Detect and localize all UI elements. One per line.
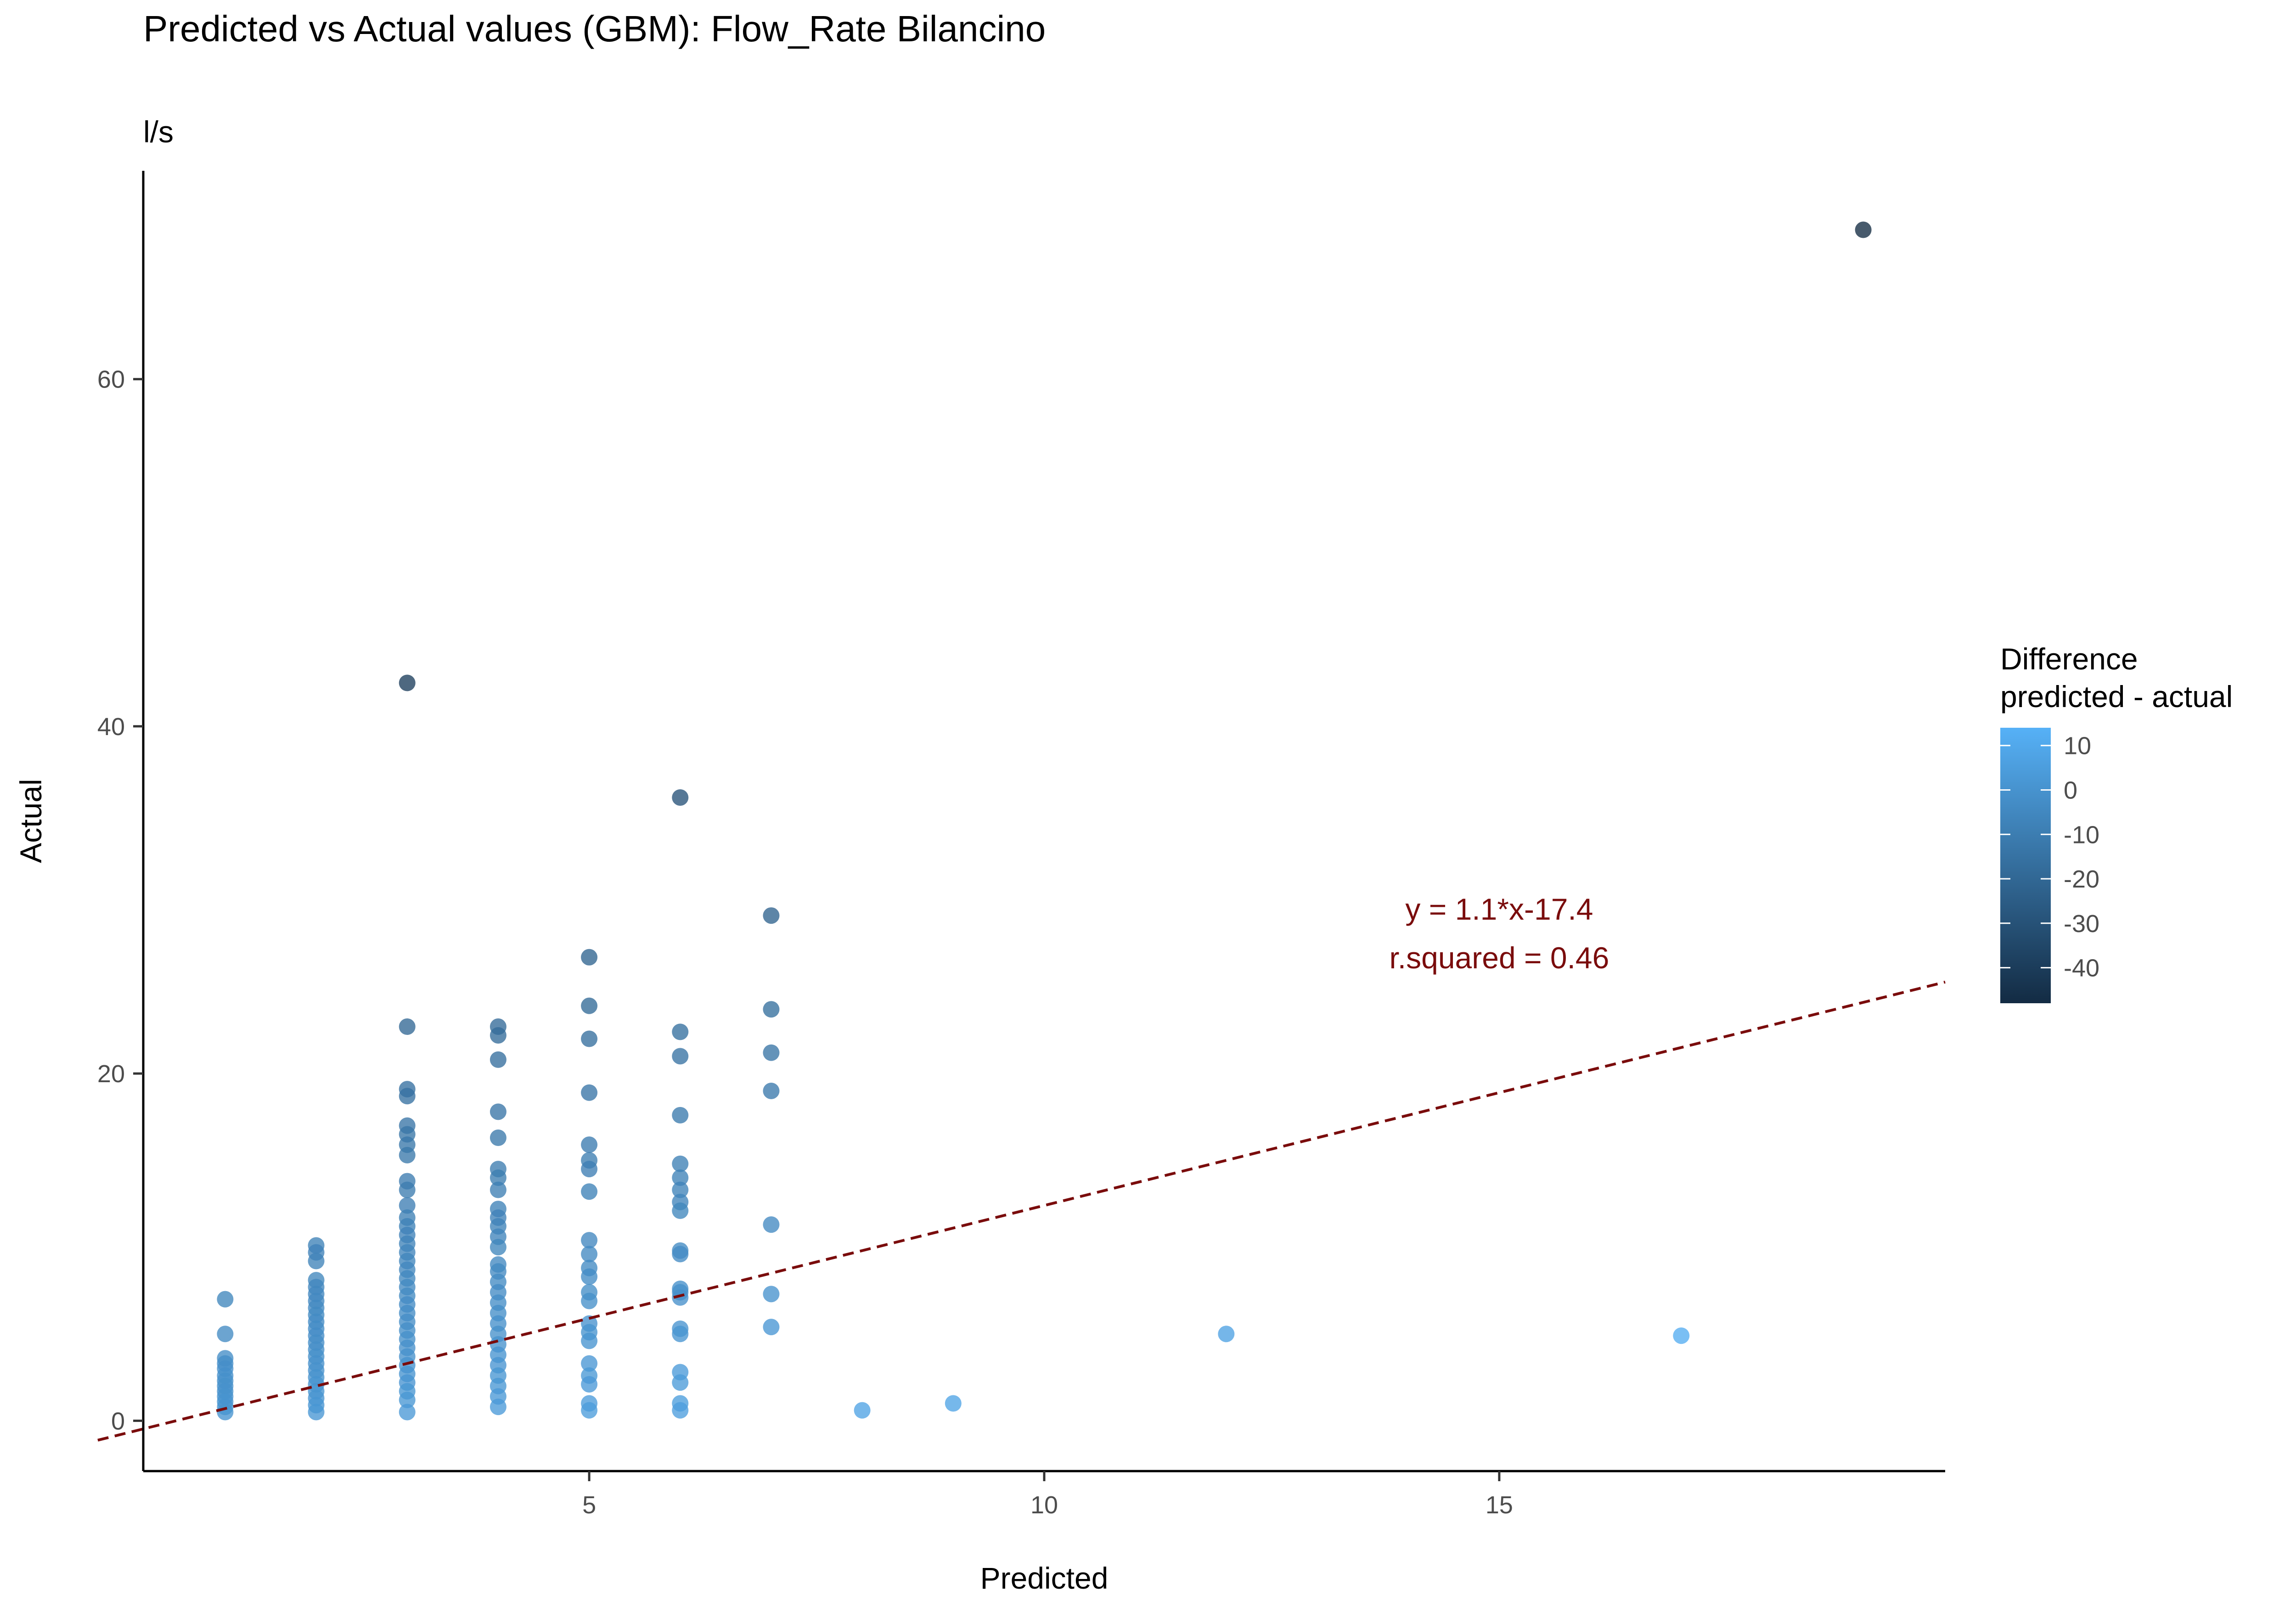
data-point <box>399 1018 416 1035</box>
data-point <box>490 1399 506 1416</box>
data-point <box>399 1146 416 1163</box>
data-point <box>945 1395 962 1412</box>
data-point <box>581 1268 598 1285</box>
x-tick-label: 10 <box>1030 1491 1058 1519</box>
data-point <box>581 1292 598 1309</box>
legend-title-line1: Difference <box>2000 642 2138 676</box>
data-point <box>490 1027 506 1044</box>
y-tick-label: 20 <box>97 1060 125 1088</box>
data-point <box>672 1246 689 1263</box>
legend-break-label: 10 <box>2064 732 2091 760</box>
data-point <box>1673 1327 1690 1344</box>
x-tick-label: 5 <box>582 1491 596 1519</box>
data-point <box>399 1404 416 1421</box>
data-point <box>581 949 598 966</box>
data-point <box>581 1332 598 1349</box>
data-point <box>217 1404 234 1421</box>
points-layer <box>217 221 1872 1421</box>
data-point <box>581 1402 598 1419</box>
data-point <box>581 1246 598 1263</box>
data-point <box>672 1107 689 1124</box>
data-point <box>763 1319 780 1336</box>
data-point <box>672 1048 689 1065</box>
data-point <box>581 997 598 1014</box>
legend-break-label: -10 <box>2064 821 2099 848</box>
data-point <box>672 1023 689 1040</box>
data-point <box>1855 221 1872 238</box>
data-point <box>399 674 416 691</box>
fit-line <box>97 980 1946 1442</box>
legend-break-label: -30 <box>2064 910 2099 938</box>
y-tick-label: 60 <box>97 366 125 393</box>
y-axis-label: Actual <box>14 779 48 863</box>
data-point <box>763 1044 780 1061</box>
legend-colorbar <box>2000 728 2051 1003</box>
data-point <box>490 1181 506 1198</box>
data-point <box>672 1169 689 1186</box>
color-legend: Difference predicted - actual 10 0 -10 -20 -… <box>2000 642 2233 1003</box>
data-point <box>672 789 689 806</box>
legend-title-line2: predicted - actual <box>2000 680 2233 714</box>
x-axis-ticks: 5 10 15 <box>582 1471 1513 1519</box>
data-point <box>763 1001 780 1018</box>
data-point <box>490 1103 506 1120</box>
data-point <box>399 1181 416 1198</box>
data-point <box>399 1088 416 1105</box>
data-point <box>672 1181 689 1198</box>
chart-title: Predicted vs Actual values (GBM): Flow_R… <box>143 8 1046 49</box>
data-point <box>581 1084 598 1101</box>
data-point <box>217 1326 234 1343</box>
data-point <box>581 1232 598 1249</box>
x-tick-label: 15 <box>1486 1491 1513 1519</box>
data-point <box>581 1355 598 1372</box>
data-point <box>763 1286 780 1303</box>
data-point <box>581 1136 598 1153</box>
y-tick-label: 40 <box>97 713 125 741</box>
data-point <box>672 1202 689 1219</box>
data-point <box>763 1082 780 1099</box>
r-squared-label: r.squared = 0.46 <box>1389 941 1609 975</box>
y-axis-ticks: 0 20 40 60 <box>97 366 143 1435</box>
y-tick-label: 0 <box>111 1407 125 1435</box>
chart-subtitle: l/s <box>143 115 174 149</box>
legend-breaks: 10 0 -10 -20 -30 -40 <box>2000 732 2099 982</box>
data-point <box>308 1253 325 1270</box>
data-point <box>672 1402 689 1419</box>
data-point <box>581 1161 598 1178</box>
data-point <box>490 1051 506 1068</box>
x-axis-label: Predicted <box>980 1561 1109 1595</box>
data-point <box>581 1183 598 1200</box>
data-point <box>672 1374 689 1391</box>
data-point <box>763 907 780 924</box>
data-point <box>490 1239 506 1256</box>
data-point <box>581 1376 598 1393</box>
legend-break-label: -20 <box>2064 865 2099 893</box>
fit-equation-label: y = 1.1*x-17.4 <box>1405 892 1593 926</box>
data-point <box>763 1216 780 1233</box>
data-point <box>399 1391 416 1408</box>
data-point <box>672 1289 689 1306</box>
data-point <box>399 1197 416 1214</box>
legend-break-label: 0 <box>2064 776 2077 804</box>
data-point <box>581 1030 598 1047</box>
legend-break-label: -40 <box>2064 955 2099 982</box>
data-point <box>854 1402 871 1419</box>
data-point <box>672 1326 689 1343</box>
data-point <box>1218 1326 1235 1343</box>
data-point <box>490 1129 506 1146</box>
data-point <box>217 1291 234 1308</box>
data-point <box>490 1169 506 1186</box>
data-point <box>308 1404 325 1421</box>
data-point <box>672 1155 689 1172</box>
